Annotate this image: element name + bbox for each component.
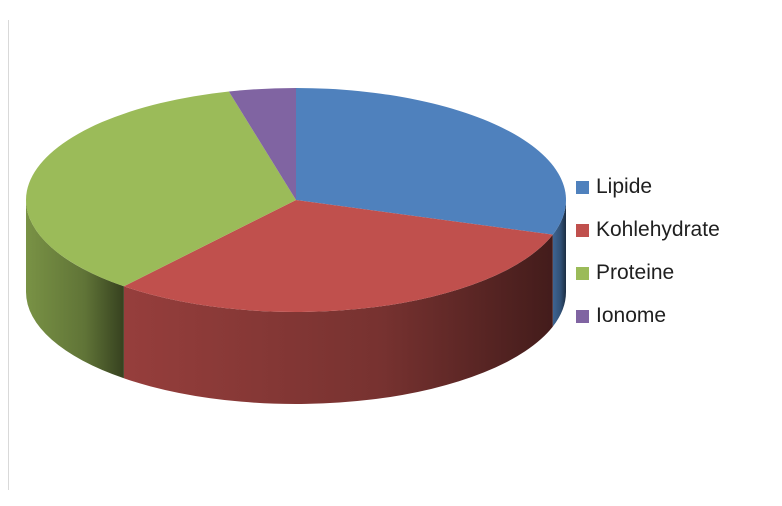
legend-swatch-ionome: [576, 310, 589, 323]
legend-swatch-proteine: [576, 267, 589, 280]
legend-swatch-lipide: [576, 181, 589, 194]
plot-area-border: [8, 20, 9, 490]
legend-label-kohlehydrate: Kohlehydrate: [596, 218, 720, 241]
legend-label-lipide: Lipide: [596, 175, 652, 198]
pie-slice-lipide: [296, 88, 566, 235]
pie-sides: [26, 200, 566, 405]
legend: Lipide Kohlehydrate Proteine Ionome: [576, 175, 720, 327]
pie-side-proteine: [26, 200, 124, 379]
pie-slice-proteine: [25, 91, 296, 287]
legend-label-ionome: Ionome: [596, 304, 666, 327]
pie-tops: [25, 88, 566, 312]
legend-swatch-kohlehydrate: [576, 224, 589, 237]
pie-side-lipide: [552, 200, 566, 327]
legend-label-proteine: Proteine: [596, 261, 674, 284]
pie-slice-ionome: [228, 88, 296, 200]
pie-slice-kohlehydrate: [123, 200, 553, 312]
pie-side-kohlehydrate: [123, 234, 553, 405]
